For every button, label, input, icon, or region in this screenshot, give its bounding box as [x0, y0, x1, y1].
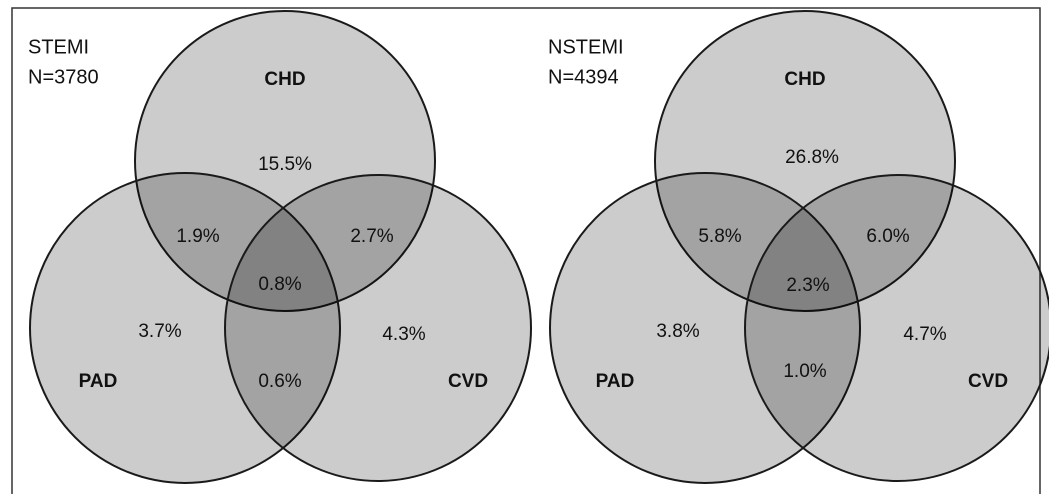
- region-label: 6.0%: [866, 226, 909, 247]
- region-label: 0.8%: [258, 274, 301, 295]
- set-label: PAD: [596, 371, 635, 392]
- frame: [11, 7, 1041, 494]
- circle-pad: [549, 172, 861, 484]
- region-label: 2.7%: [350, 226, 393, 247]
- region-label: 2.3%: [786, 275, 829, 296]
- set-label: CHD: [784, 69, 825, 90]
- circle-cvd: [744, 174, 1049, 482]
- region-label: 3.8%: [656, 321, 699, 342]
- circle-chd: [134, 10, 436, 312]
- region-label: 26.8%: [785, 147, 839, 168]
- circle-pad: [29, 172, 341, 484]
- region-label: 4.7%: [903, 324, 946, 345]
- circle-cvd: [224, 174, 532, 482]
- region-label: 4.3%: [382, 324, 425, 345]
- region-label: 1.0%: [783, 361, 826, 382]
- region-label: 3.7%: [138, 321, 181, 342]
- venn-panel: NSTEMI N=4394 CHD PAD CVD 26.8% 5.8% 6.0…: [548, 10, 1049, 484]
- panel-title: NSTEMI: [548, 36, 624, 58]
- set-label: CHD: [264, 69, 305, 90]
- panel-n: N=3780: [28, 66, 99, 88]
- set-label: CVD: [448, 371, 488, 392]
- venn-panel: STEMI N=3780 CHD PAD CVD 15.5% 1.9% 2.7%…: [28, 10, 532, 484]
- panel-n: N=4394: [548, 66, 619, 88]
- region-label: 15.5%: [258, 154, 312, 175]
- set-label: CVD: [968, 371, 1008, 392]
- circle-chd: [654, 10, 956, 312]
- set-label: PAD: [79, 371, 118, 392]
- region-label: 1.9%: [176, 226, 219, 247]
- region-label: 5.8%: [698, 226, 741, 247]
- panel-title: STEMI: [28, 36, 89, 58]
- region-label: 0.6%: [258, 371, 301, 392]
